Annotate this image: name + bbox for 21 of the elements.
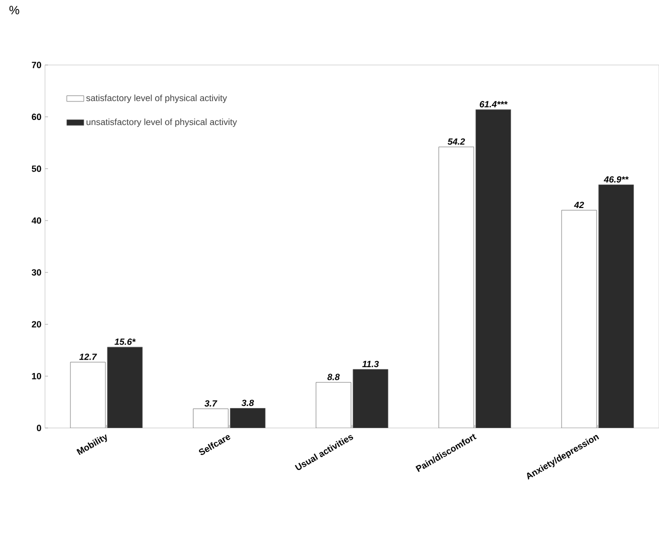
data-label: 61.4***: [480, 101, 508, 108]
y-tick-label: 30: [32, 269, 42, 276]
legend-label: satisfactory level of physical activity: [86, 94, 228, 103]
data-label: 12.7: [79, 354, 97, 360]
y-tick-label: 0: [36, 424, 42, 432]
y-axis-title: %: [9, 6, 20, 14]
data-label: 3.7: [204, 400, 218, 407]
y-tick-label: 60: [32, 114, 42, 120]
y-tick-label: 40: [32, 217, 42, 224]
data-label: 3.8: [242, 400, 254, 406]
data-label: 11.3: [362, 360, 379, 368]
y-tick-label: 50: [32, 166, 42, 172]
legend-label: unsatisfactory level of physical activity: [86, 118, 237, 127]
data-label: 54.2: [448, 138, 465, 145]
y-tick-label: 10: [32, 372, 42, 380]
data-label: 15.6*: [114, 338, 136, 345]
data-label: 8.8: [327, 374, 340, 380]
data-label: 46.9**: [604, 176, 629, 183]
y-tick-label: 70: [32, 62, 42, 68]
y-tick-label: 20: [32, 321, 42, 328]
data-label: 42: [574, 202, 584, 208]
